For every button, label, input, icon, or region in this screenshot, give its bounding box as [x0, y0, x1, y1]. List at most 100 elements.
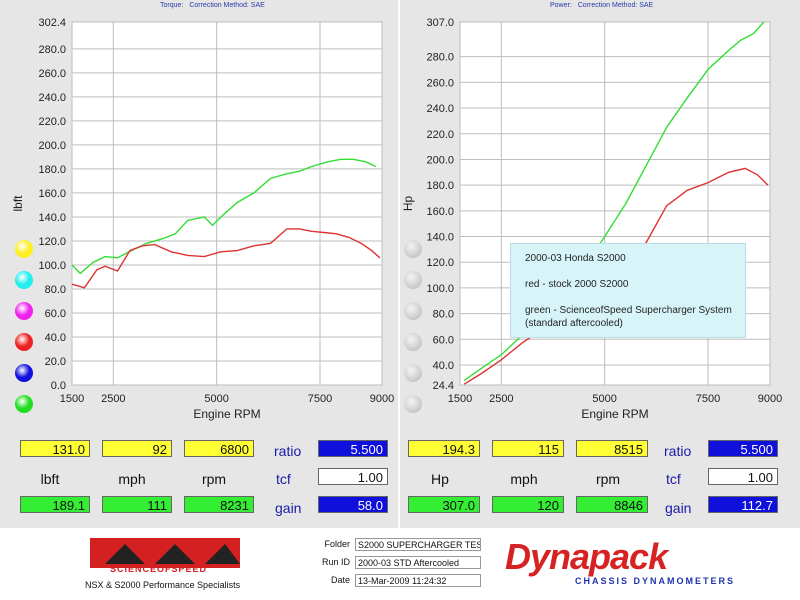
tcf-label: tcf — [276, 471, 291, 487]
folder-label: Folder — [324, 539, 350, 549]
x-tick-label: 1500 — [448, 393, 472, 405]
rpm-value-bottom: 8231 — [184, 496, 254, 513]
power-header: Power: Correction Method: SAE — [550, 2, 657, 9]
y-axis-label: lbft — [11, 195, 25, 212]
power-readout-panel: 194.3 115 8515 Hp mph rpm 307.0 120 8846… — [400, 432, 800, 528]
hp-unit-label: Hp — [431, 471, 449, 487]
color-dot[interactable] — [15, 302, 33, 320]
grey-dot[interactable] — [404, 395, 422, 413]
y-tick-label: 80.0 — [45, 284, 66, 296]
y-tick-label: 180.0 — [426, 180, 454, 192]
power-header-label: Power: — [550, 2, 572, 9]
rpm-value-top: 6800 — [184, 440, 254, 457]
y-tick-label: 0.0 — [51, 380, 66, 392]
color-dot[interactable] — [15, 395, 33, 413]
y-tick-label: 140.0 — [38, 212, 66, 224]
date-label: Date — [330, 575, 350, 585]
date-value: 13-Mar-2009 11:24:32 — [355, 574, 481, 587]
y-tick-label: 80.0 — [433, 309, 454, 321]
tcf-value: 1.00 — [318, 468, 388, 485]
folder-value: S2000 SUPERCHARGER TES — [355, 538, 481, 551]
dynapack-logo: Dynapack CHASSIS DYNAMOMETERS — [505, 536, 790, 592]
power-chart: 24.4 40.0 60.0 80.0 100.0 120.0 140.0 160.0 180.… — [401, 17, 782, 421]
mph-value-bottom: 111 — [102, 496, 172, 513]
rpm-unit-label: rpm — [201, 471, 227, 487]
red-series-line — [71, 228, 381, 289]
dynapack-wordmark: Dynapack — [505, 536, 668, 577]
mph-value-top: 115 — [492, 440, 564, 457]
hp-value-bottom: 307.0 — [408, 496, 480, 513]
y-tick-label: 280.0 — [426, 52, 454, 64]
sos-name: SCIENCEOFSPEED — [110, 564, 208, 574]
y-tick-label: 20.0 — [45, 356, 66, 368]
y-tick-label: 120.0 — [38, 236, 66, 248]
color-dot[interactable] — [15, 333, 33, 351]
rpm-unit-label: rpm — [595, 471, 621, 487]
y-tick-label: 260.0 — [426, 77, 454, 89]
torque-header: Torque: Correction Method: SAE — [160, 2, 269, 9]
color-dot[interactable] — [15, 271, 33, 289]
ratio-value: 5.500 — [318, 440, 388, 457]
y-tick-label: 240.0 — [426, 103, 454, 115]
y-tick-label: 160.0 — [426, 206, 454, 218]
grey-dot[interactable] — [404, 240, 422, 258]
y-tick-label: 200.0 — [38, 140, 66, 152]
y-tick-label: 140.0 — [426, 232, 454, 244]
y-tick-label: 24.4 — [433, 380, 454, 392]
color-dot[interactable] — [15, 364, 33, 382]
mph-unit-label: mph — [510, 471, 538, 487]
x-tick-label: 1500 — [60, 393, 84, 405]
x-tick-label: 5000 — [204, 393, 228, 405]
color-dot[interactable] — [15, 240, 33, 258]
y-tick-label: 160.0 — [38, 188, 66, 200]
rpm-value-top: 8515 — [576, 440, 648, 457]
torque-chart: 0.0 20.0 40.0 60.0 80.0 100.0 120.0 140.0 160.0 1… — [11, 17, 394, 421]
y-tick-label: 302.4 — [38, 17, 66, 29]
y-tick-label: 240.0 — [38, 92, 66, 104]
x-tick-label: 5000 — [592, 393, 616, 405]
sos-logo-graphic — [90, 538, 240, 568]
y-tick-label: 60.0 — [45, 308, 66, 320]
y-tick-label: 180.0 — [38, 164, 66, 176]
ratio-label: ratio — [274, 443, 302, 459]
torque-value-top: 131.0 — [20, 440, 90, 457]
torque-unit-label: lbft — [40, 471, 60, 487]
y-tick-label: 280.0 — [38, 44, 66, 56]
legend-line-red: red - stock 2000 S2000 — [525, 279, 629, 290]
mph-value-top: 92 — [102, 440, 172, 457]
grey-dot[interactable] — [404, 271, 422, 289]
ratio-label: ratio — [664, 443, 692, 459]
torque-chart-panel: Torque: Correction Method: SAE 0.0 20.0 40… — [0, 0, 398, 432]
torque-value-bottom: 189.1 — [20, 496, 90, 513]
grey-dot[interactable] — [404, 302, 422, 320]
y-tick-label: 100.0 — [426, 283, 454, 295]
x-tick-label: 7500 — [696, 393, 720, 405]
sos-tagline: NSX & S2000 Performance Specialists — [85, 580, 241, 590]
torque-correction-method: Correction Method: SAE — [189, 2, 265, 9]
ratio-value: 5.500 — [708, 440, 778, 457]
legend-line-note: (standard aftercooled) — [525, 318, 623, 329]
grey-dot[interactable] — [404, 333, 422, 351]
grey-dot[interactable] — [404, 364, 422, 382]
chart-legend-box: 2000-03 Honda S2000 red - stock 2000 S20… — [510, 243, 746, 338]
x-tick-label: 9000 — [370, 393, 394, 405]
x-tick-label: 9000 — [758, 393, 782, 405]
y-tick-label: 40.0 — [45, 332, 66, 344]
x-tick-label: 2500 — [489, 393, 513, 405]
sos-logo: SCIENCEOFSPEED NSX & S2000 Performance S… — [85, 534, 260, 590]
runid-value: 2000-03 STD Aftercooled — [355, 556, 481, 569]
torque-header-label: Torque: — [160, 2, 184, 9]
tcf-value: 1.00 — [708, 468, 778, 485]
gain-label: gain — [665, 500, 692, 516]
runid-label: Run ID — [321, 557, 350, 567]
mph-unit-label: mph — [118, 471, 146, 487]
green-series-line — [71, 158, 377, 275]
torque-readout-panel: 131.0 92 6800 lbft mph rpm 189.1 111 823… — [0, 432, 398, 528]
y-tick-label: 120.0 — [426, 257, 454, 269]
y-tick-label: 220.0 — [38, 116, 66, 128]
y-tick-label: 40.0 — [433, 360, 454, 372]
x-tick-label: 7500 — [308, 393, 332, 405]
mph-value-bottom: 120 — [492, 496, 564, 513]
y-tick-label: 100.0 — [38, 260, 66, 272]
rpm-value-bottom: 8846 — [576, 496, 648, 513]
